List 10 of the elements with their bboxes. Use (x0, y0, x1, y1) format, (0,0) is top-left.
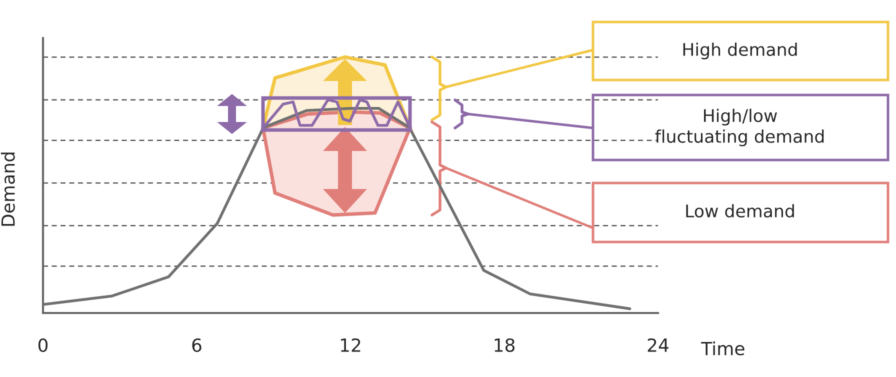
text: Low demand (686, 204, 794, 218)
text: High demand (683, 42, 797, 60)
x-tick-label: 12 (340, 338, 360, 352)
y-axis-title: Demand (0, 152, 15, 226)
x-tick-label: 18 (494, 338, 514, 352)
x-tick-label: 6 (192, 338, 202, 352)
x-tick-label: 24 (648, 338, 668, 352)
x-axis-title: Time (701, 341, 744, 356)
x-tick-label: 0 (38, 338, 48, 352)
annotation: High/low fluctuating demand (655, 108, 824, 146)
